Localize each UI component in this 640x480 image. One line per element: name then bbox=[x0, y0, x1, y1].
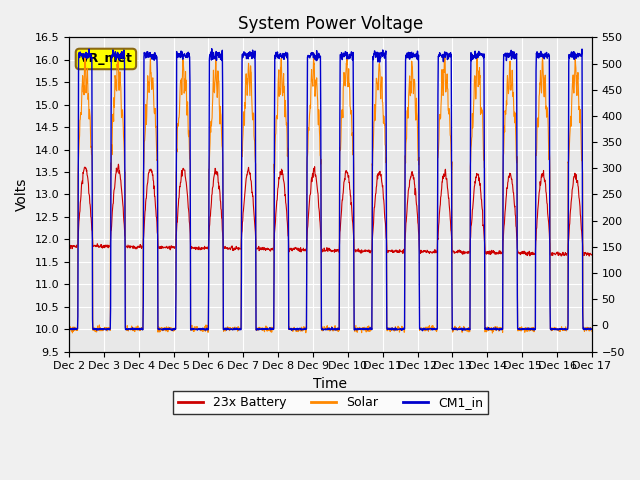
Legend: 23x Battery, Solar, CM1_in: 23x Battery, Solar, CM1_in bbox=[173, 391, 488, 414]
Y-axis label: Volts: Volts bbox=[15, 178, 29, 211]
Title: System Power Voltage: System Power Voltage bbox=[238, 15, 423, 33]
Text: VR_met: VR_met bbox=[79, 52, 132, 65]
X-axis label: Time: Time bbox=[314, 377, 348, 391]
